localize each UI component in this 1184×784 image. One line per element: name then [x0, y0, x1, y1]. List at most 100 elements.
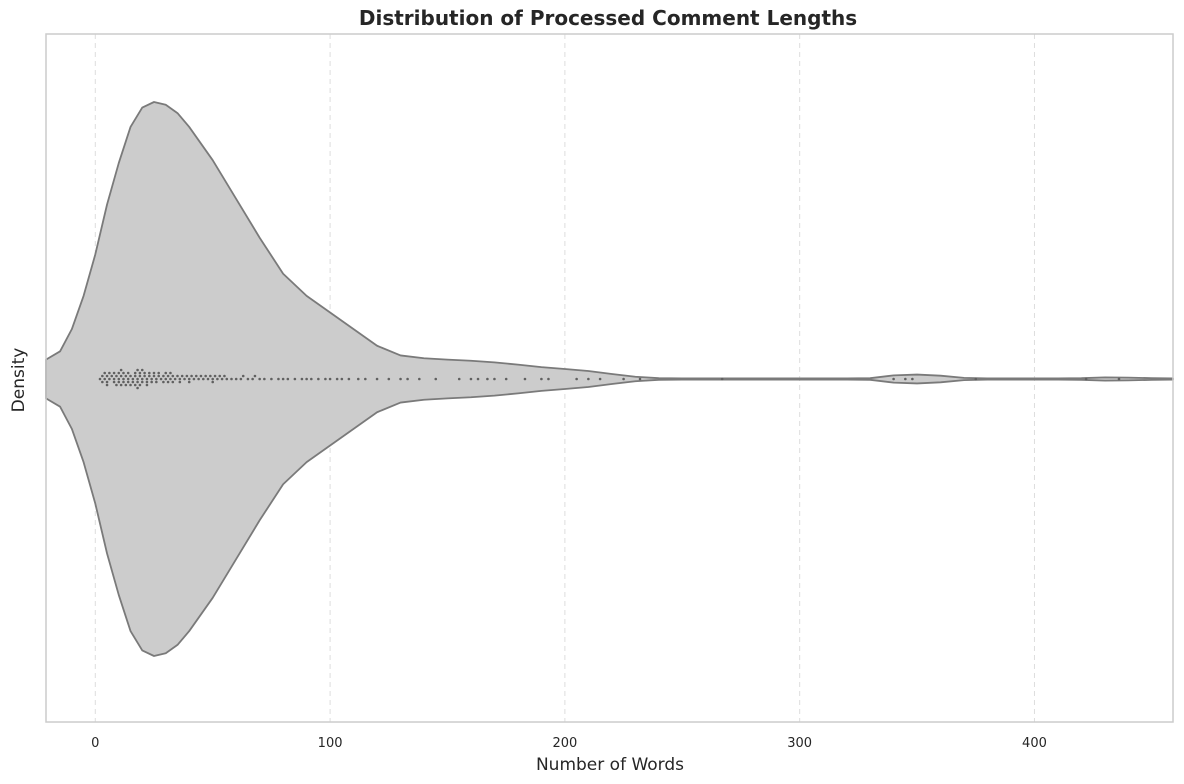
swarm-point — [159, 377, 163, 381]
swarm-point — [162, 380, 165, 384]
x-tick-label: 300 — [787, 736, 812, 751]
swarm-point — [145, 377, 149, 381]
x-axis-label: Number of Words — [536, 755, 684, 775]
swarm-point — [117, 377, 121, 381]
swarm-point — [162, 374, 165, 378]
x-tick-label: 400 — [1022, 736, 1047, 751]
swarm-point — [119, 374, 123, 378]
swarm-point — [136, 380, 139, 384]
swarm-point — [119, 368, 123, 372]
swarm-point — [622, 377, 625, 381]
swarm-point — [164, 371, 168, 375]
swarm-point — [263, 377, 266, 381]
swarm-point — [192, 377, 196, 381]
swarm-point — [140, 368, 144, 372]
y-axis-label: Density — [9, 348, 29, 413]
x-tick-labels: 0 100 200 300 400 — [91, 736, 1047, 751]
swarm-point — [476, 377, 480, 381]
swarm-point — [253, 374, 257, 378]
swarm-point — [138, 374, 142, 378]
swarm-point — [171, 374, 175, 378]
swarm-point — [206, 377, 210, 381]
swarm-point — [399, 377, 402, 381]
swarm-point — [469, 377, 473, 381]
swarm-point — [218, 374, 222, 378]
swarm-point — [101, 374, 104, 378]
swarm-point — [108, 377, 111, 381]
swarm-point — [157, 374, 160, 378]
swarm-point — [406, 377, 409, 381]
swarm-point — [98, 377, 102, 381]
swarm-point — [216, 377, 219, 381]
swarm-point — [150, 377, 153, 381]
swarm-point — [598, 377, 602, 381]
swarm-point — [126, 380, 130, 384]
swarm-point — [434, 377, 438, 381]
swarm-point — [148, 374, 151, 378]
swarm-point — [486, 377, 489, 381]
swarm-point — [112, 377, 116, 381]
swarm-point — [286, 377, 290, 381]
swarm-point — [364, 377, 367, 381]
swarm-point — [277, 377, 280, 381]
swarm-point — [164, 377, 168, 381]
swarm-point — [133, 374, 137, 378]
swarm-point — [225, 377, 229, 381]
swarm-point — [211, 380, 214, 384]
swarm-point — [293, 377, 297, 381]
swarm-point — [251, 377, 254, 381]
swarm-point — [115, 383, 118, 387]
swarm-point — [575, 377, 578, 381]
swarm-point — [105, 383, 109, 387]
swarm-point — [143, 374, 146, 378]
swarm-point — [305, 377, 308, 381]
swarm-point — [178, 377, 182, 381]
swarm-point — [129, 374, 132, 378]
swarm-point — [140, 380, 144, 384]
swarm-point — [347, 377, 351, 381]
swarm-point — [335, 377, 339, 381]
swarm-point — [169, 371, 172, 375]
swarm-point — [185, 374, 189, 378]
swarm-point — [540, 377, 543, 381]
swarm-point — [239, 377, 243, 381]
swarm-point — [145, 383, 149, 387]
swarm-point — [173, 377, 177, 381]
swarm-point — [493, 377, 496, 381]
swarm-point — [234, 377, 238, 381]
swarm-point — [187, 380, 191, 384]
swarm-point — [547, 377, 550, 381]
swarm-point — [140, 377, 144, 381]
x-tick-label: 100 — [318, 736, 343, 751]
swarm-point — [211, 377, 214, 381]
swarm-point — [131, 377, 135, 381]
swarm-point — [356, 377, 360, 381]
swarm-point — [150, 380, 153, 384]
swarm-point — [138, 371, 142, 375]
swarm-point — [145, 380, 149, 384]
swarm-point — [124, 383, 128, 387]
swarm-point — [328, 377, 332, 381]
swarm-point — [152, 371, 156, 375]
swarm-point — [126, 377, 130, 381]
swarm-point — [190, 374, 193, 378]
swarm-point — [176, 374, 179, 378]
swarm-point — [523, 377, 527, 381]
swarm-point — [152, 374, 156, 378]
swarm-point — [587, 377, 590, 381]
swarm-point — [143, 371, 146, 375]
swarm-point — [110, 374, 114, 378]
swarm-points-group — [98, 368, 1121, 390]
swarm-point — [258, 377, 261, 381]
swarm-point — [136, 377, 139, 381]
swarm-point — [230, 377, 233, 381]
swarm-point — [310, 377, 313, 381]
chart-title: Distribution of Processed Comment Length… — [359, 6, 857, 30]
swarm-point — [457, 377, 461, 381]
swarm-point — [223, 374, 226, 378]
swarm-point — [720, 377, 724, 381]
swarm-point — [187, 377, 191, 381]
swarm-point — [103, 377, 106, 381]
swarm-point — [375, 377, 379, 381]
